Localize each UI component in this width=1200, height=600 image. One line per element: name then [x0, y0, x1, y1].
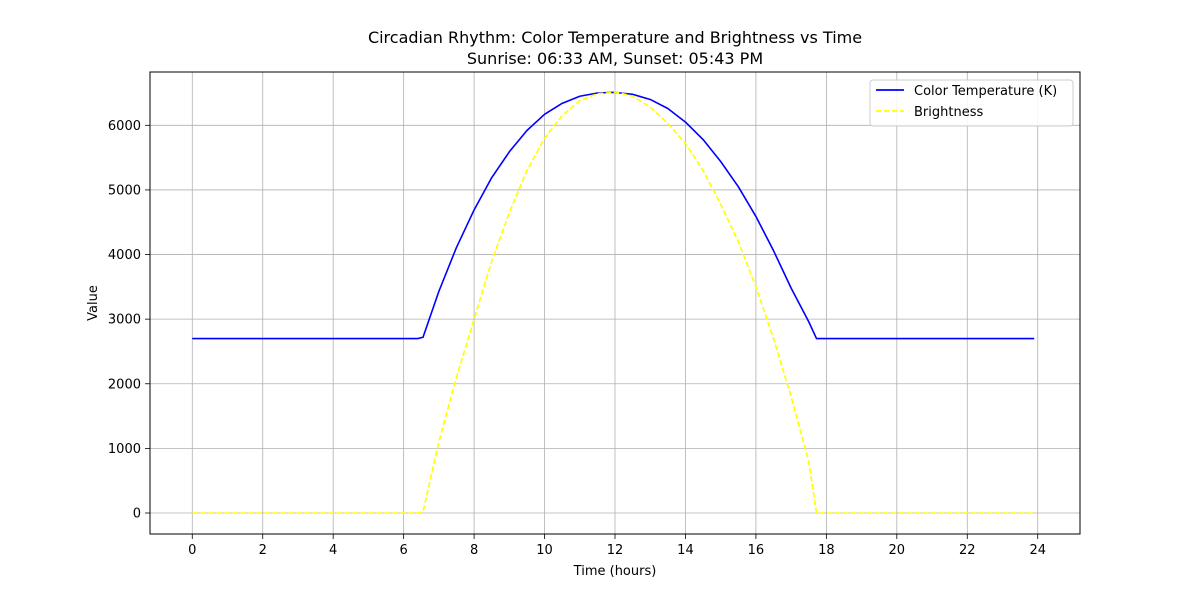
y-tick-label: 4000 [108, 248, 141, 263]
series-layer [192, 91, 1035, 514]
y-tick-label: 6000 [108, 119, 141, 134]
x-tick-label: 12 [607, 543, 624, 558]
legend-label-brightness: Brightness [914, 105, 983, 120]
x-tick-label: 6 [399, 543, 407, 558]
x-ticks: 0 2 4 6 8 10 12 14 16 18 20 22 24 [188, 534, 1046, 558]
y-axis-label: Value [86, 285, 101, 321]
x-tick-label: 14 [677, 543, 694, 558]
series-line-brightness [192, 91, 1035, 514]
y-ticks: 0 1000 2000 3000 4000 5000 6000 [108, 119, 150, 522]
x-tick-label: 20 [889, 543, 906, 558]
y-tick-label: 0 [133, 507, 141, 522]
y-tick-label: 3000 [108, 313, 141, 328]
x-tick-label: 24 [1029, 543, 1046, 558]
x-tick-label: 4 [329, 543, 337, 558]
x-tick-label: 8 [470, 543, 478, 558]
y-tick-label: 2000 [108, 377, 141, 392]
grid [150, 72, 1080, 534]
legend-box [869, 79, 1074, 127]
chart-title: Circadian Rhythm: Color Temperature and … [368, 28, 862, 47]
x-tick-label: 10 [536, 543, 553, 558]
series-line-color-temperature-k [192, 91, 1035, 340]
x-tick-label: 22 [959, 543, 976, 558]
legend: Color Temperature (K) Brightness [869, 79, 1074, 127]
x-tick-label: 0 [188, 543, 196, 558]
chart-subtitle: Sunrise: 06:33 AM, Sunset: 05:43 PM [467, 49, 763, 68]
y-tick-label: 1000 [108, 442, 141, 457]
x-tick-label: 16 [748, 543, 765, 558]
x-axis-label: Time (hours) [573, 564, 657, 579]
legend-label-color-temperature: Color Temperature (K) [914, 84, 1057, 99]
x-tick-label: 2 [259, 543, 267, 558]
y-tick-label: 5000 [108, 183, 141, 198]
x-tick-label: 18 [818, 543, 835, 558]
